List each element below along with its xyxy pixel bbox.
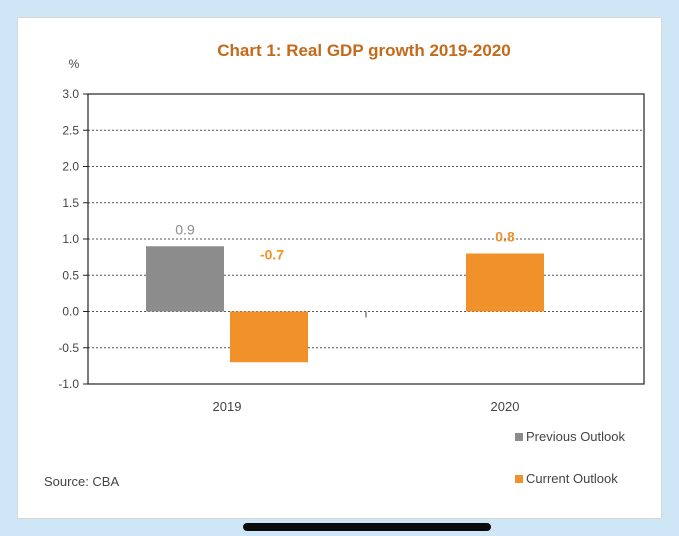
x-axis-tick-labels: 2019 2020 xyxy=(213,399,520,414)
gdp-growth-chart: Chart 1: Real GDP growth 2019-2020 % 3.0… xyxy=(44,41,645,489)
data-label: 0.9 xyxy=(175,221,195,237)
bar xyxy=(146,246,224,312)
bar xyxy=(466,253,544,312)
data-label: -0.7 xyxy=(260,247,284,263)
source-note: Source: CBA xyxy=(44,474,119,489)
y-tick-label: -1.0 xyxy=(58,377,79,391)
home-indicator-bar[interactable] xyxy=(243,523,491,531)
y-tick-label: 1.0 xyxy=(62,232,79,246)
chart-title: Chart 1: Real GDP growth 2019-2020 xyxy=(217,41,511,60)
plot-frame xyxy=(87,93,645,385)
y-tick-label: 0.0 xyxy=(62,305,79,319)
y-tick-label: -0.5 xyxy=(58,341,79,355)
legend-swatch xyxy=(515,433,523,441)
x-tick-label: 2019 xyxy=(213,399,242,414)
y-tick-label: 1.5 xyxy=(62,196,79,210)
bar xyxy=(230,311,308,363)
y-axis-tick-labels: 3.0 2.5 2.0 1.5 1.0 0.5 0.0 -0.5 -1.0 xyxy=(58,87,79,391)
chart-card: Chart 1: Real GDP growth 2019-2020 % 3.0… xyxy=(17,17,662,519)
data-labels: 0.9 -0.7 0.8 xyxy=(175,221,515,262)
data-label: 0.8 xyxy=(495,229,515,245)
legend-swatch xyxy=(515,475,523,483)
gridlines xyxy=(83,93,644,385)
y-tick-label: 2.5 xyxy=(62,123,79,137)
x-tick-label: 2020 xyxy=(491,399,520,414)
y-tick-label: 0.5 xyxy=(62,268,79,282)
bars xyxy=(146,246,544,363)
y-tick-label: 3.0 xyxy=(62,87,79,101)
y-tick-label: 2.0 xyxy=(62,160,79,174)
legend-label: Previous Outlook xyxy=(526,429,625,444)
legend-label: Current Outlook xyxy=(526,471,618,486)
y-axis-unit-label: % xyxy=(69,57,80,71)
legend: Previous Outlook Current Outlook xyxy=(515,429,625,486)
